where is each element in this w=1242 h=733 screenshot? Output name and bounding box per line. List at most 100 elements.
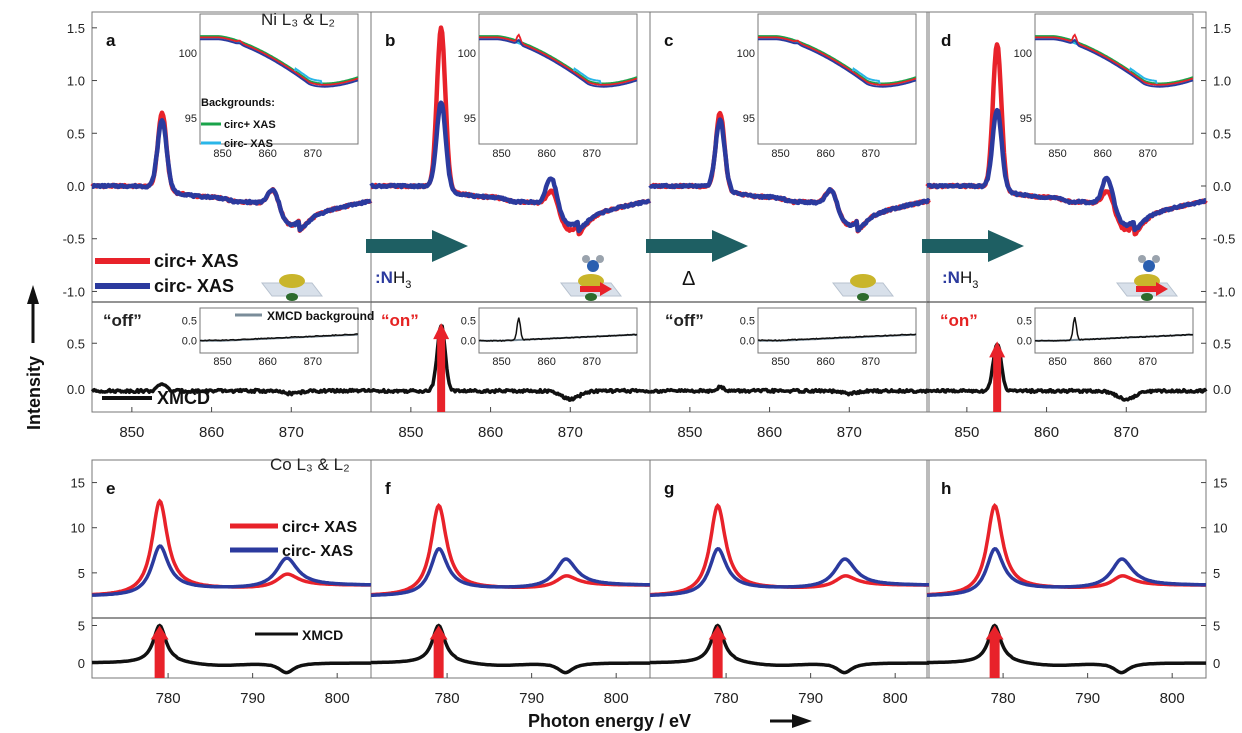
co-xtick-label: 790 (240, 690, 265, 707)
ni-panel-frame-2 (649, 11, 930, 413)
legend-xmcd-label: XMCD (157, 388, 210, 408)
co-xmcd-line-h (926, 623, 1206, 675)
inset-ytick-label: 100 (179, 48, 197, 60)
co-red-arrow-shaft-g (712, 637, 723, 678)
ni-xas-ytick-label-left: 0.0 (67, 179, 85, 194)
xmcd-inset-line-d (1035, 317, 1194, 342)
co-circ-minus-line-e (91, 544, 372, 597)
co-xmcd-ytick-label-left: 5 (78, 619, 85, 634)
inset-xmcd-background-legend: XMCD background (235, 309, 374, 323)
x-axis-label: Photon energy / eV (528, 711, 691, 731)
nh3-label-b: :NH3 (375, 268, 411, 291)
co-xas-ytick-label-right: 15 (1213, 476, 1227, 491)
ni-inset-frame-d (1034, 13, 1194, 145)
panel-label-g: g (664, 479, 674, 498)
x-axis-arrow (770, 714, 812, 728)
co-red-arrow-head-e (150, 625, 169, 640)
xmcd-inset-line-a (200, 333, 359, 342)
xmcd-inset-xtick-label: 870 (1139, 356, 1157, 368)
co-xmcd-ytick-label-right: 5 (1213, 619, 1220, 634)
xmcd-inset-xtick-label: 860 (817, 356, 835, 368)
co-xmcd-line-g (649, 623, 929, 675)
molecule-icon-b (559, 255, 623, 301)
ni-xas-ytick-label-left: -1.0 (63, 284, 85, 299)
xmcd-inset-xtick-label: 870 (304, 356, 322, 368)
co-legend-circ-minus-label: circ- XAS (282, 543, 353, 560)
inset-circ-plus-line-a (200, 36, 359, 86)
co-red-arrow-head-g (708, 625, 727, 640)
ni-xas-ytick-label-right: 1.5 (1213, 21, 1231, 36)
xmcd-red-arrow-shaft-b (437, 337, 446, 412)
co-xtick-label: 790 (1075, 690, 1100, 707)
transition-arrow-cd (922, 230, 1024, 262)
co-red-arrow-shaft-h (989, 637, 1000, 678)
panel-label-b: b (385, 31, 395, 50)
inset-xtick-label: 850 (1048, 148, 1066, 160)
nh3-label-d: :NH3 (942, 268, 978, 291)
transition-arrow-bc (646, 230, 748, 262)
molecule-icon-c (831, 274, 895, 301)
ni-xtick-label: 860 (1034, 424, 1059, 441)
co-red-arrow-shaft-e (154, 637, 165, 678)
ni-inset-frame-b (478, 13, 638, 145)
transition-arrow-ab (366, 230, 468, 262)
inset-xtick-label: 860 (259, 148, 277, 160)
xmcd-inset-xtick-label: 850 (1048, 356, 1066, 368)
inset-bg-plus-line-c (758, 35, 917, 85)
inset-ytick-label: 95 (1020, 113, 1032, 125)
co-panel-frame-3 (926, 459, 1207, 679)
co-title: Co L₃ & L₂ (270, 455, 350, 474)
ni-xmcd-line-b (370, 324, 652, 402)
inset-xtick-label: 850 (213, 148, 231, 160)
inset-ytick-label: 100 (1014, 48, 1032, 60)
inset-ytick-label: 100 (458, 48, 476, 60)
legend-co: circ+ XAS circ- XAS XMCD (230, 519, 357, 643)
inset-ytick-label: 95 (464, 113, 476, 125)
xmcd-inset-line-b (478, 317, 638, 342)
co-legend-xmcd-label: XMCD (302, 627, 343, 643)
co-circ-plus-line-g (649, 503, 929, 597)
xmcd-inset-xtick-label: 850 (213, 356, 231, 368)
xmcd-inset-ytick-label: 0.5 (182, 315, 197, 327)
xmcd-red-arrow-shaft-d (993, 355, 1002, 412)
co-xtick-label: 780 (714, 690, 739, 707)
xmcd-inset-ytick-label: 0.5 (461, 315, 476, 327)
ni-xtick-label: 870 (558, 424, 583, 441)
legend-circ-plus-label: circ+ XAS (154, 251, 239, 271)
inset-ytick-label: 95 (185, 113, 197, 125)
panel-label-d: d (941, 31, 951, 50)
state-label-c: “off” (665, 311, 704, 330)
inset-circ-minus-line-c (758, 38, 917, 88)
ni-circ-minus-line-b (369, 100, 652, 234)
ni-circ-minus-line-d (925, 107, 1208, 233)
molecule-icon-a (260, 274, 324, 301)
inset-circ-minus-line-d (1035, 38, 1194, 88)
ni-xas-ytick-label-right: 0.0 (1213, 179, 1231, 194)
backgrounds-title: Backgrounds: (201, 97, 275, 109)
inset-xtick-label: 850 (771, 148, 789, 160)
co-xmcd-line-e (91, 623, 371, 675)
inset-bg-plus-line-a (200, 35, 359, 85)
panel-label-h: h (941, 479, 951, 498)
inset-bg-plus-line-b (479, 35, 638, 85)
co-xmcd-ytick-label-right: 0 (1213, 656, 1220, 671)
co-xas-ytick-label-left: 15 (71, 476, 85, 491)
ni-xtick-label: 850 (398, 424, 423, 441)
co-xmcd-line-f (370, 623, 650, 675)
co-circ-plus-line-f (370, 503, 650, 597)
xmcd-inset-xtick-label: 860 (538, 356, 556, 368)
ni-xas-ytick-label-left: -0.5 (63, 232, 85, 247)
ni-inset-frame-c (757, 13, 917, 145)
co-xtick-label: 790 (798, 690, 823, 707)
ni-xtick-label: 870 (837, 424, 862, 441)
xmcd-inset-xtick-label: 850 (492, 356, 510, 368)
legend-ni: circ+ XAS circ- XAS XMCD (95, 251, 239, 408)
inset-ytick-label: 95 (743, 113, 755, 125)
ni-xmcd-line-a (90, 382, 372, 397)
y-axis-label: Intensity (24, 356, 44, 430)
bg-plus-label: circ+ XAS (224, 119, 276, 131)
xmcd-inset-ytick-label: 0.5 (740, 315, 755, 327)
delta-label-c: Δ (682, 268, 695, 290)
co-circ-plus-line-h (926, 503, 1206, 597)
xmcd-inset-xtick-label: 870 (862, 356, 880, 368)
